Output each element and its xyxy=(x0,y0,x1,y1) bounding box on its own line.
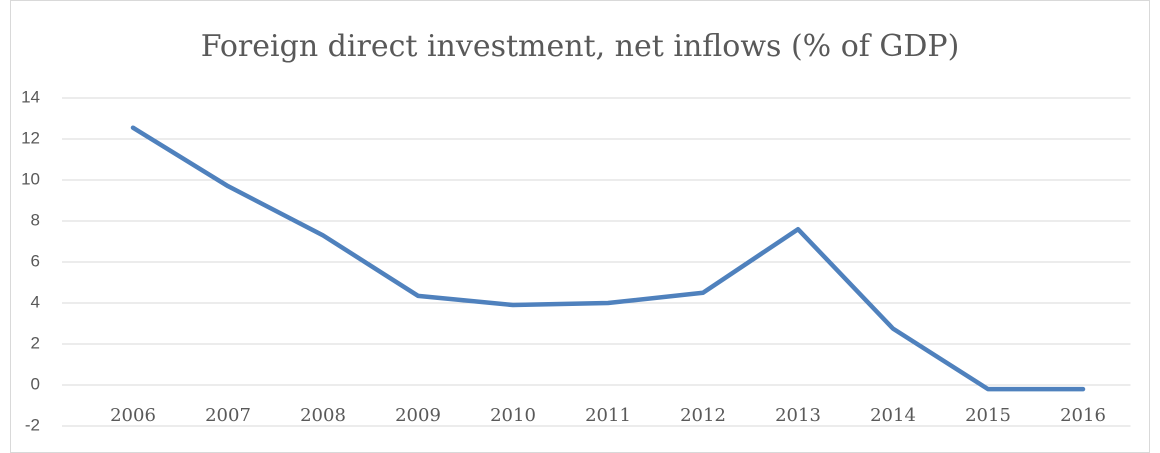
x-tick-label: 2008 xyxy=(300,405,346,426)
y-tick-label: 10 xyxy=(21,169,40,188)
x-tick-label: 2014 xyxy=(870,405,916,426)
x-tick-label: 2012 xyxy=(680,405,726,426)
y-tick-label: 0 xyxy=(31,374,40,393)
x-tick-label: 2015 xyxy=(965,405,1011,426)
x-tick-label: 2007 xyxy=(205,405,251,426)
y-tick-label: 14 xyxy=(21,87,40,106)
x-tick-label: 2006 xyxy=(110,405,156,426)
x-tick-label: 2013 xyxy=(775,405,821,426)
y-tick-label: -2 xyxy=(25,415,40,434)
chart-border xyxy=(10,0,1150,453)
y-tick-label: 2 xyxy=(31,333,40,352)
x-tick-label: 2009 xyxy=(395,405,441,426)
y-tick-label: 12 xyxy=(21,128,40,147)
y-tick-label: 4 xyxy=(31,292,40,311)
y-tick-label: 8 xyxy=(31,210,40,229)
data-line xyxy=(130,125,1086,392)
y-tick-label: 6 xyxy=(31,251,40,270)
x-tick-label: 2016 xyxy=(1060,405,1106,426)
chart-title: Foreign direct investment, net inflows (… xyxy=(201,29,960,64)
x-tick-label: 2010 xyxy=(490,405,536,426)
x-tick-label: 2011 xyxy=(585,405,631,426)
